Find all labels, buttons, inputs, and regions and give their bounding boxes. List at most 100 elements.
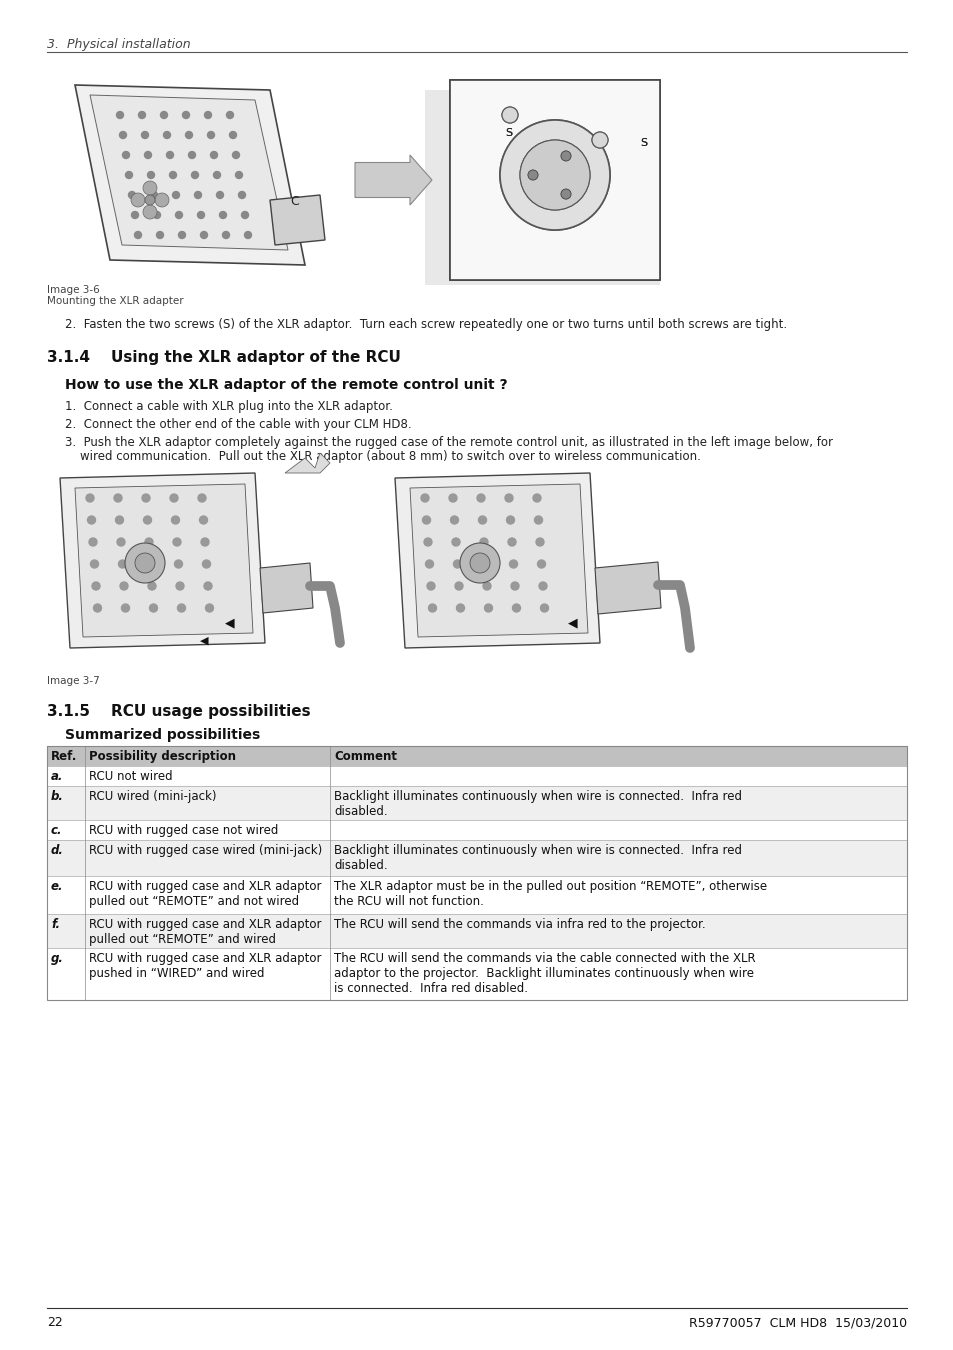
- Circle shape: [560, 151, 571, 161]
- Text: 2.  Fasten the two screws (S) of the XLR adaptor.  Turn each screw repeatedly on: 2. Fasten the two screws (S) of the XLR …: [65, 319, 786, 331]
- Circle shape: [170, 171, 176, 178]
- Circle shape: [450, 516, 458, 524]
- Text: 1.  Connect a cable with XLR plug into the XLR adaptor.: 1. Connect a cable with XLR plug into th…: [65, 400, 393, 413]
- Text: ◀: ◀: [567, 616, 577, 629]
- Text: 3.  Push the XLR adaptor completely against the rugged case of the remote contro: 3. Push the XLR adaptor completely again…: [65, 436, 832, 450]
- Text: RCU with rugged case and XLR adaptor
pulled out “REMOTE” and not wired: RCU with rugged case and XLR adaptor pul…: [89, 880, 321, 909]
- Circle shape: [478, 516, 486, 524]
- Text: Image 3-7: Image 3-7: [47, 676, 100, 686]
- Circle shape: [147, 560, 154, 568]
- Circle shape: [163, 131, 171, 139]
- Text: RCU with rugged case wired (mini-jack): RCU with rugged case wired (mini-jack): [89, 844, 322, 857]
- Circle shape: [427, 582, 435, 590]
- Circle shape: [512, 603, 520, 612]
- Circle shape: [135, 554, 154, 572]
- Circle shape: [533, 494, 540, 502]
- Circle shape: [537, 560, 545, 568]
- Polygon shape: [60, 472, 265, 648]
- Polygon shape: [285, 454, 330, 472]
- Bar: [47, 747, 906, 1000]
- Text: Backlight illuminates continuously when wire is connected.  Infra red
disabled.: Backlight illuminates continuously when …: [334, 844, 741, 872]
- Circle shape: [219, 212, 226, 219]
- Circle shape: [145, 539, 152, 545]
- Text: wired communication.  Pull out the XLR adaptor (about 8 mm) to switch over to wi: wired communication. Pull out the XLR ad…: [65, 450, 700, 463]
- Circle shape: [172, 192, 179, 198]
- Circle shape: [153, 212, 160, 219]
- Circle shape: [88, 516, 95, 524]
- Text: ◀: ◀: [225, 616, 234, 629]
- Text: Comment: Comment: [334, 751, 396, 763]
- Circle shape: [167, 151, 173, 158]
- Circle shape: [238, 192, 245, 198]
- Text: The RCU will send the commands via infra red to the projector.: The RCU will send the commands via infra…: [334, 918, 705, 932]
- Circle shape: [507, 539, 516, 545]
- Polygon shape: [424, 90, 659, 285]
- Circle shape: [189, 151, 195, 158]
- Circle shape: [204, 112, 212, 119]
- Circle shape: [213, 171, 220, 178]
- Circle shape: [170, 494, 178, 502]
- Text: 3.1.4    Using the XLR adaptor of the RCU: 3.1.4 Using the XLR adaptor of the RCU: [47, 350, 400, 365]
- Text: S: S: [639, 138, 646, 148]
- Circle shape: [534, 516, 542, 524]
- Circle shape: [138, 112, 146, 119]
- Circle shape: [144, 151, 152, 158]
- Bar: [450, 80, 659, 279]
- Text: C: C: [290, 194, 298, 208]
- Circle shape: [484, 603, 492, 612]
- Circle shape: [519, 140, 589, 211]
- Circle shape: [456, 603, 464, 612]
- Bar: [47, 747, 906, 765]
- Text: RCU not wired: RCU not wired: [89, 769, 172, 783]
- Circle shape: [119, 131, 127, 139]
- Text: ◀: ◀: [200, 636, 209, 647]
- Circle shape: [117, 539, 125, 545]
- Text: g.: g.: [51, 952, 64, 965]
- Bar: [47, 819, 906, 840]
- Circle shape: [91, 582, 100, 590]
- Circle shape: [481, 560, 489, 568]
- Circle shape: [143, 516, 152, 524]
- Circle shape: [150, 603, 157, 612]
- Text: The RCU will send the commands via the cable connected with the XLR
adaptor to t: The RCU will send the commands via the c…: [334, 952, 755, 995]
- Circle shape: [208, 131, 214, 139]
- Circle shape: [197, 212, 204, 219]
- Circle shape: [222, 231, 230, 239]
- Text: b.: b.: [51, 790, 64, 803]
- Circle shape: [174, 560, 182, 568]
- Circle shape: [476, 494, 484, 502]
- Circle shape: [511, 582, 518, 590]
- Text: Image 3-6: Image 3-6: [47, 285, 100, 296]
- Circle shape: [141, 131, 149, 139]
- Circle shape: [560, 189, 571, 198]
- Circle shape: [115, 516, 123, 524]
- Text: RCU with rugged case and XLR adaptor
pulled out “REMOTE” and wired: RCU with rugged case and XLR adaptor pul…: [89, 918, 321, 946]
- Polygon shape: [90, 95, 288, 250]
- Circle shape: [230, 131, 236, 139]
- Text: R59770057  CLM HD8  15/03/2010: R59770057 CLM HD8 15/03/2010: [688, 1316, 906, 1328]
- Circle shape: [226, 112, 233, 119]
- Circle shape: [499, 120, 609, 230]
- Circle shape: [560, 151, 571, 161]
- Circle shape: [121, 603, 130, 612]
- Bar: [47, 948, 906, 1000]
- Circle shape: [235, 171, 242, 178]
- Text: S: S: [504, 128, 512, 138]
- Circle shape: [425, 560, 433, 568]
- Circle shape: [178, 231, 185, 239]
- Polygon shape: [75, 85, 305, 265]
- Circle shape: [459, 543, 499, 583]
- Text: 22: 22: [47, 1316, 63, 1328]
- Text: Backlight illuminates continuously when wire is connected.  Infra red
disabled.: Backlight illuminates continuously when …: [334, 790, 741, 818]
- Polygon shape: [260, 563, 313, 613]
- Circle shape: [89, 539, 97, 545]
- Polygon shape: [395, 472, 599, 648]
- Text: RCU wired (mini-jack): RCU wired (mini-jack): [89, 790, 216, 803]
- Circle shape: [148, 582, 156, 590]
- Text: e.: e.: [51, 880, 64, 892]
- Circle shape: [86, 494, 94, 502]
- Text: Mounting the XLR adapter: Mounting the XLR adapter: [47, 296, 183, 306]
- Text: c.: c.: [51, 824, 63, 837]
- Circle shape: [244, 231, 252, 239]
- Circle shape: [93, 603, 101, 612]
